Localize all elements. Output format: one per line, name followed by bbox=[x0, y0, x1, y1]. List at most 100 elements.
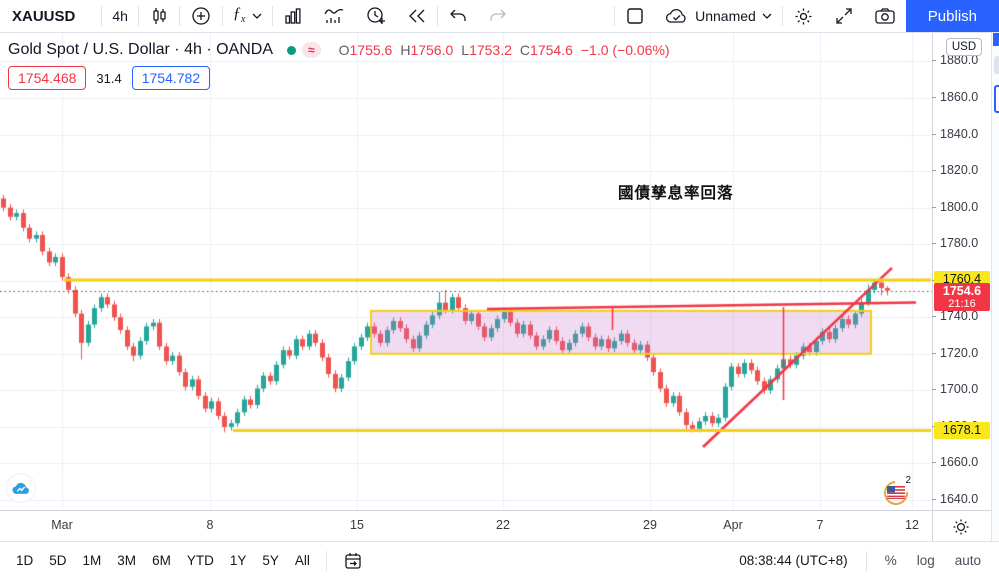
high-value: 1756.0 bbox=[410, 42, 454, 58]
candle-style-button[interactable] bbox=[139, 0, 179, 32]
price-tick-label: 1800.0 bbox=[931, 199, 979, 214]
last-price-label: 1754.6 21:16 bbox=[934, 282, 990, 311]
undo-button[interactable] bbox=[438, 0, 478, 32]
settings-button[interactable] bbox=[783, 0, 824, 32]
range-1m[interactable]: 1M bbox=[82, 553, 102, 568]
spread-value: 31.4 bbox=[96, 70, 122, 86]
candlestick-icon bbox=[149, 6, 169, 26]
toolbar-spacer bbox=[518, 0, 614, 32]
percent-scale-toggle[interactable]: % bbox=[884, 553, 897, 568]
legend-symbol-name: Gold Spot / U.S. Dollar bbox=[8, 41, 170, 58]
chart-text-annotation[interactable]: 國債孳息率回落 bbox=[618, 185, 734, 202]
toolbar-separator bbox=[101, 6, 103, 26]
interval-button[interactable]: 4h bbox=[112, 8, 128, 24]
saved-layout-name: Unnamed bbox=[695, 8, 756, 24]
price-tick-label: 1740.0 bbox=[931, 309, 979, 324]
bottom-toolbar: 1D 5D 1M 3M 6M YTD 1Y 5Y All 08:38:44 (U… bbox=[0, 541, 999, 579]
camera-icon bbox=[874, 7, 896, 25]
undo-arrow-icon bbox=[448, 8, 468, 24]
right-edge-artifacts bbox=[991, 33, 999, 541]
time-tick-label: Apr bbox=[723, 518, 743, 532]
flag-count: 2 bbox=[905, 475, 911, 486]
market-flag-badge[interactable]: 2 bbox=[879, 475, 913, 510]
price-tick-label: 1700.0 bbox=[931, 382, 979, 397]
cropped-gray-element bbox=[994, 56, 999, 74]
toolbar-separator bbox=[865, 550, 867, 571]
price-tick-label: 1720.0 bbox=[931, 345, 979, 360]
range-5y[interactable]: 5Y bbox=[262, 553, 279, 568]
price-tick-label: 1780.0 bbox=[931, 236, 979, 251]
legend-exchange: OANDA bbox=[216, 41, 274, 58]
layout-button[interactable] bbox=[615, 0, 655, 32]
plus-circle-icon bbox=[190, 5, 212, 27]
buy-price-button[interactable]: 1754.782 bbox=[131, 66, 211, 90]
close-value: 1754.6 bbox=[530, 42, 573, 58]
time-tick-label: Mar bbox=[51, 518, 73, 532]
change-value: −1.0 (−0.06%) bbox=[580, 42, 670, 58]
chevron-down-icon bbox=[762, 13, 772, 19]
top-toolbar: XAUUSD 4h ƒx bbox=[0, 0, 999, 33]
legend-separator: · bbox=[206, 41, 212, 58]
range-3m[interactable]: 3M bbox=[117, 553, 137, 568]
toolbar-separator bbox=[221, 6, 223, 26]
chevron-down-icon bbox=[252, 13, 262, 19]
go-to-date-button[interactable] bbox=[335, 551, 371, 571]
compare-button[interactable] bbox=[180, 0, 222, 32]
snapshot-button[interactable] bbox=[864, 0, 906, 32]
level-price-label: 1678.1 bbox=[934, 421, 990, 439]
time-tick-label: 29 bbox=[643, 518, 657, 532]
chart-legend: Gold Spot / U.S. Dollar · 4h · OANDA ≈ O… bbox=[8, 41, 670, 90]
range-1y[interactable]: 1Y bbox=[229, 553, 247, 568]
alert-button[interactable] bbox=[355, 0, 397, 32]
low-label: L bbox=[461, 42, 470, 58]
candlestick-chart-canvas[interactable] bbox=[0, 33, 932, 510]
open-value: 1755.6 bbox=[349, 42, 393, 58]
scale-settings-button[interactable] bbox=[948, 514, 974, 540]
delayed-data-badge[interactable]: ≈ bbox=[302, 42, 321, 58]
saved-layout-button[interactable]: Unnamed bbox=[655, 0, 782, 32]
indicator-templates-button[interactable] bbox=[313, 0, 355, 32]
calendar-arrow-icon bbox=[345, 552, 361, 569]
time-tick-label: 12 bbox=[905, 518, 919, 532]
redo-button[interactable] bbox=[478, 0, 518, 32]
range-1d[interactable]: 1D bbox=[16, 553, 34, 568]
log-scale-toggle[interactable]: log bbox=[916, 553, 935, 568]
financials-button[interactable] bbox=[273, 0, 313, 32]
range-all[interactable]: All bbox=[294, 553, 310, 568]
auto-scale-toggle[interactable]: auto bbox=[954, 553, 981, 568]
range-6m[interactable]: 6M bbox=[152, 553, 171, 568]
price-tick-label: 1840.0 bbox=[931, 126, 979, 141]
indicators-button[interactable]: ƒx bbox=[223, 0, 272, 32]
legend-symbol-title[interactable]: Gold Spot / U.S. Dollar · 4h · OANDA bbox=[8, 41, 273, 59]
close-label: C bbox=[519, 42, 531, 58]
bar-replay-button[interactable] bbox=[397, 0, 437, 32]
connection-status-dot bbox=[287, 45, 297, 55]
low-value: 1753.2 bbox=[469, 42, 512, 58]
time-axis[interactable]: Mar 8 15 22 29 Apr 7 12 bbox=[0, 510, 999, 542]
price-scale[interactable]: USD 1880.0 1860.0 1840.0 1820.0 1800.0 1780.0… bbox=[931, 33, 991, 510]
toolbar-separator bbox=[325, 550, 327, 571]
session-clock[interactable]: 08:38:44 (UTC+8) bbox=[739, 553, 848, 568]
open-label: O bbox=[338, 42, 350, 58]
sun-gear-icon bbox=[953, 519, 969, 535]
cloud-check-icon bbox=[665, 7, 689, 25]
toolbar-separator bbox=[614, 6, 616, 26]
fullscreen-icon bbox=[834, 6, 854, 26]
redo-arrow-icon bbox=[488, 8, 508, 24]
range-5d[interactable]: 5D bbox=[49, 553, 67, 568]
gear-icon bbox=[793, 6, 814, 27]
price-tick-label: 1880.0 bbox=[931, 53, 979, 68]
symbol-button[interactable]: XAUUSD bbox=[12, 7, 76, 25]
currency-pill[interactable]: USD bbox=[946, 38, 982, 56]
time-tick-label: 8 bbox=[206, 518, 214, 532]
time-tick-label: 22 bbox=[496, 518, 510, 532]
chart-pane[interactable]: Gold Spot / U.S. Dollar · 4h · OANDA ≈ O… bbox=[0, 33, 932, 510]
fullscreen-button[interactable] bbox=[824, 0, 864, 32]
tradingview-logo[interactable] bbox=[6, 473, 36, 503]
cropped-outlined-element bbox=[994, 85, 999, 113]
publish-button[interactable]: Publish bbox=[905, 0, 999, 32]
cropped-blue-element bbox=[993, 33, 999, 46]
range-ytd[interactable]: YTD bbox=[186, 553, 214, 568]
sell-price-button[interactable]: 1754.468 bbox=[8, 66, 87, 90]
